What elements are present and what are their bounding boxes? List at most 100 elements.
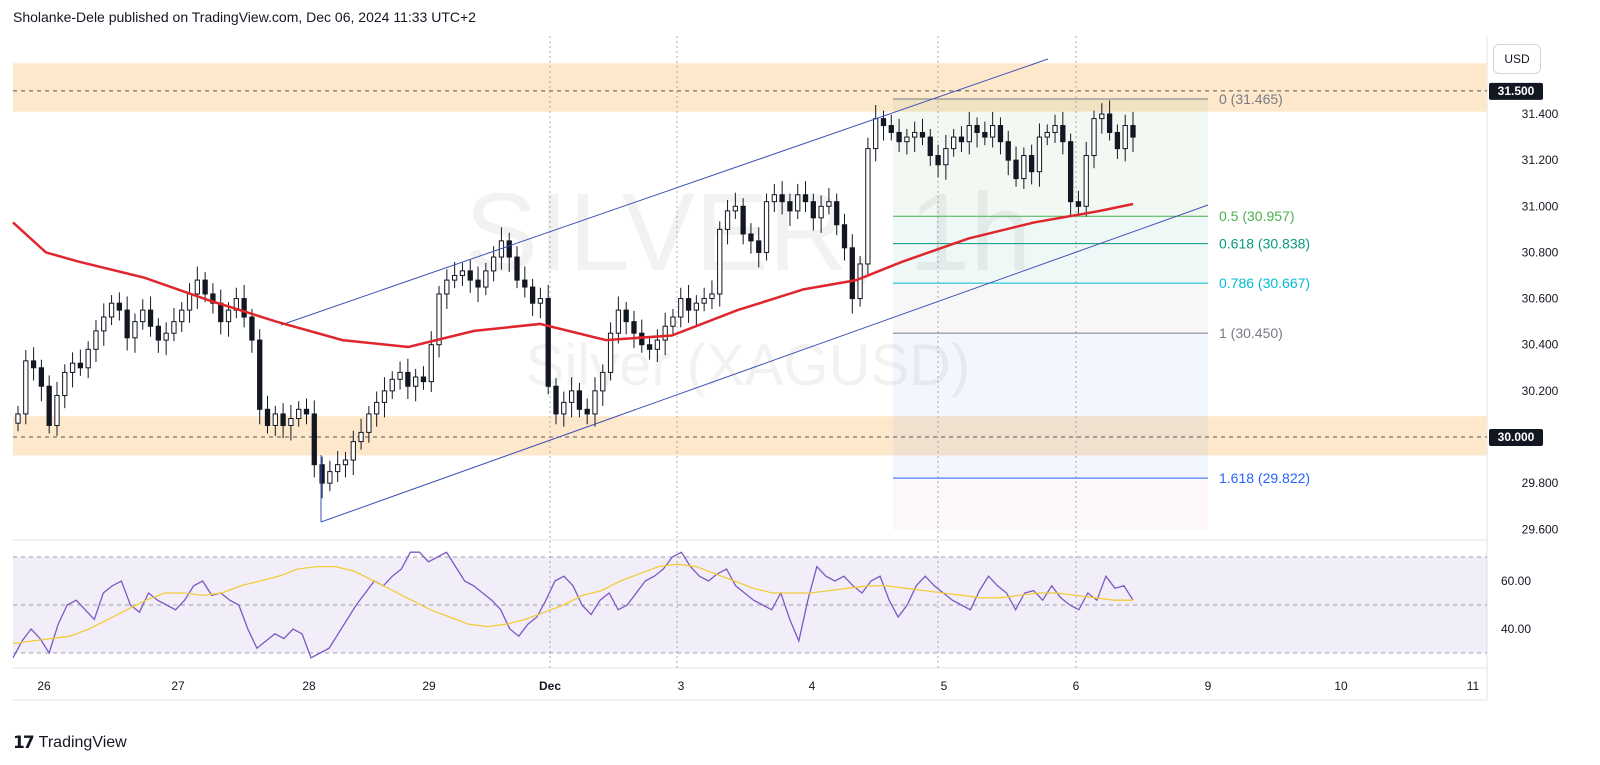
candle-body-up	[397, 371, 403, 380]
candle-body-down	[1075, 201, 1082, 207]
candle	[834, 193, 840, 236]
candle-body-up	[943, 148, 949, 166]
currency-button[interactable]: USD	[1493, 44, 1541, 74]
candle	[1130, 111, 1136, 153]
candle	[646, 336, 653, 360]
candle-body-up	[615, 309, 622, 334]
candle	[623, 302, 629, 335]
candle-body-down	[740, 205, 746, 235]
candle-body-down	[779, 194, 785, 203]
candle-body-up	[132, 321, 138, 339]
candle-body-down	[880, 118, 887, 127]
candle	[1021, 147, 1027, 189]
rsi-line	[12, 551, 1134, 659]
candle-body-down	[896, 131, 902, 143]
candle-body-up	[358, 431, 364, 443]
candle	[374, 391, 380, 427]
candle	[1052, 114, 1058, 143]
candle	[958, 126, 965, 153]
price-tick-label: 31.000	[1522, 199, 1559, 213]
price-tick-label: 31.400	[1522, 107, 1559, 121]
candle	[724, 200, 731, 245]
time-tick-label: 27	[171, 679, 185, 693]
candle	[997, 117, 1004, 155]
candle	[1067, 133, 1074, 217]
candle	[522, 266, 528, 298]
candle	[912, 121, 918, 153]
candle	[584, 398, 590, 425]
tradingview-logo-icon: 17	[13, 733, 35, 753]
candle	[865, 137, 871, 275]
candle	[490, 246, 497, 282]
candle-body-down	[147, 309, 154, 327]
candle-body-down	[420, 376, 427, 383]
candle	[1013, 146, 1019, 187]
candle	[966, 111, 972, 155]
candle-body-up	[1091, 118, 1097, 157]
candle	[1091, 110, 1097, 169]
candle	[335, 451, 341, 482]
candle	[319, 456, 325, 499]
candle	[810, 193, 816, 231]
candle	[896, 118, 902, 153]
watermark-name: Silver (XAGUSD)	[526, 333, 971, 398]
candle	[218, 289, 224, 335]
candle	[451, 261, 458, 289]
candle	[919, 118, 926, 146]
candle-body-down	[1114, 131, 1121, 150]
candle-body-down	[405, 371, 411, 387]
candle	[69, 352, 76, 388]
candle-body-up	[93, 330, 99, 350]
candle	[740, 198, 746, 245]
candle	[132, 313, 138, 353]
candle	[101, 303, 107, 346]
candle-body-down	[982, 131, 988, 138]
candle-body-down	[584, 408, 590, 415]
candle-body-up	[701, 298, 707, 304]
time-tick-label: Dec	[539, 679, 561, 693]
candle	[23, 350, 29, 425]
candle	[413, 368, 419, 402]
price-tick-label: 31.200	[1522, 153, 1559, 167]
candle	[537, 287, 544, 319]
candle-body-down	[124, 309, 130, 339]
candle	[545, 284, 551, 395]
candle	[202, 272, 208, 303]
tradingview-brand[interactable]: 17 TradingView	[13, 733, 127, 753]
candle-body-up	[140, 309, 146, 323]
candle-body-up	[763, 201, 770, 253]
time-tick-label: 11	[1467, 679, 1480, 693]
time-tick-label: 9	[1205, 679, 1212, 693]
candle-body-down	[787, 201, 793, 212]
candle-body-up	[101, 316, 107, 332]
candle	[116, 292, 123, 321]
candle	[756, 227, 762, 268]
candle	[701, 287, 707, 312]
candle-body-down	[311, 413, 317, 466]
candle-body-up	[288, 418, 294, 426]
candle	[818, 195, 824, 233]
moving-average-line	[12, 202, 1134, 349]
candle-body-up	[826, 201, 832, 207]
fib-level-label: 1.618 (29.822)	[1219, 470, 1310, 486]
candle-body-down	[834, 201, 840, 226]
candle	[483, 262, 489, 296]
candle-body-up	[592, 390, 598, 415]
candle-body-up	[857, 263, 863, 300]
candle	[77, 349, 84, 376]
candle-body-down	[257, 339, 263, 410]
candle-body-up	[327, 471, 333, 484]
candle-body-up	[451, 275, 458, 281]
candle-body-down	[1060, 125, 1066, 143]
candle-body-down	[522, 279, 528, 288]
candle-body-down	[646, 344, 653, 350]
candle-body-down	[30, 360, 37, 369]
candle	[296, 401, 302, 427]
candle-body-up	[1021, 155, 1027, 180]
candle	[459, 262, 466, 286]
candle	[186, 283, 193, 323]
supply-zone	[13, 63, 1487, 112]
candle	[397, 361, 403, 390]
candle	[140, 299, 146, 330]
